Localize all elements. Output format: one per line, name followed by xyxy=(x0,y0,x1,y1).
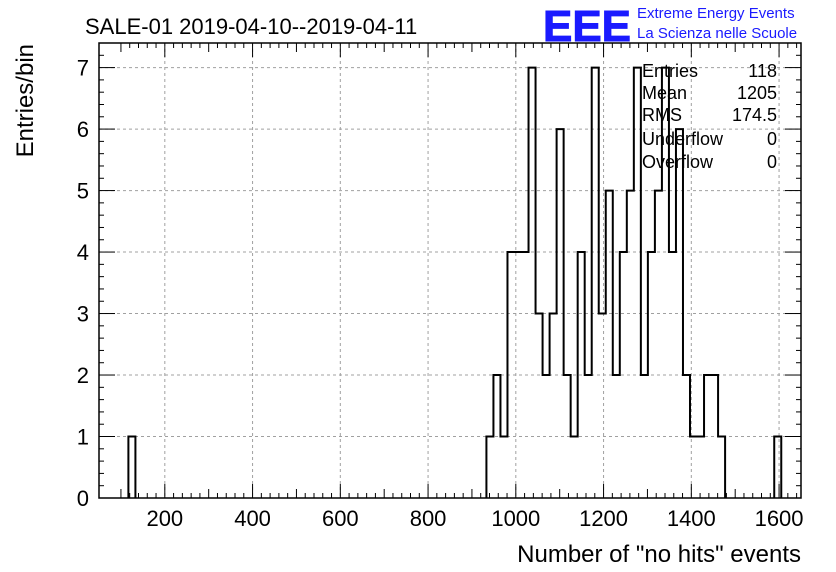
stats-mean-value: 1205 xyxy=(737,83,777,103)
stats-mean-label: Mean xyxy=(642,83,687,103)
x-tick-label: 1400 xyxy=(667,506,716,531)
histogram-bar xyxy=(500,437,507,498)
histogram-bar xyxy=(571,437,578,498)
stats-rms-label: RMS xyxy=(642,105,682,125)
plot-frame xyxy=(98,42,802,499)
histogram-bar xyxy=(599,314,606,498)
stats-rms-value: 174.5 xyxy=(732,105,777,125)
histogram-bar xyxy=(606,191,613,498)
logo-line-1: Extreme Energy Events xyxy=(637,5,795,22)
x-tick-label: 600 xyxy=(322,506,359,531)
y-tick-label: 1 xyxy=(77,425,89,450)
y-tick-label: 6 xyxy=(77,117,89,142)
y-axis-label: Entries/bin xyxy=(12,44,39,157)
x-tick-label: 1000 xyxy=(491,506,540,531)
histogram-bar xyxy=(634,68,641,498)
histogram-bar xyxy=(529,68,536,498)
stats-underflow-label: Underflow xyxy=(642,129,724,149)
tick-labels: 200 400 600 800 1000 1200 1400 1600 0 1 2 3 4 5 6 7 xyxy=(77,56,804,531)
grid xyxy=(99,43,801,498)
x-tick-label: 1200 xyxy=(579,506,628,531)
histogram-bar xyxy=(627,191,634,498)
y-tick-label: 5 xyxy=(77,179,89,204)
stats-entries-value: 118 xyxy=(748,61,777,81)
x-axis-label: Number of "no hits" events xyxy=(517,541,801,568)
chart-title: SALE-01 2019-04-10--2019-04-11 xyxy=(85,14,417,39)
histogram-outline xyxy=(127,66,783,498)
x-tick-label: 800 xyxy=(410,506,447,531)
eee-logo: EEE Extreme Energy Events La Scienza nel… xyxy=(543,2,798,52)
logo-line-2: La Scienza nelle Scuole xyxy=(637,25,797,42)
x-tick-label: 1600 xyxy=(755,506,804,531)
stats-overflow-label: Overflow xyxy=(642,152,714,172)
stats-entries-label: Entries xyxy=(642,61,698,81)
y-tick-label: 4 xyxy=(77,240,89,265)
stats-box: Entries 118 Mean 1205 RMS 174.5 Underflo… xyxy=(642,61,777,172)
y-tick-label: 2 xyxy=(77,363,89,388)
axis-ticks xyxy=(99,42,801,499)
y-tick-label: 7 xyxy=(77,56,89,81)
y-tick-label: 0 xyxy=(77,486,89,511)
histogram-bar xyxy=(128,437,135,498)
stats-underflow-value: 0 xyxy=(767,129,777,149)
stats-overflow-value: 0 xyxy=(767,152,777,172)
histogram-bar xyxy=(655,191,662,498)
x-tick-label: 200 xyxy=(146,506,183,531)
x-tick-label: 400 xyxy=(234,506,271,531)
histogram-bar xyxy=(774,437,781,498)
histogram-bar xyxy=(536,314,543,498)
y-tick-label: 3 xyxy=(77,302,89,327)
histogram-bar xyxy=(718,437,725,498)
histogram-bar xyxy=(697,437,704,498)
histogram-bar xyxy=(592,68,599,498)
histogram-bar xyxy=(550,314,557,498)
histogram-bar xyxy=(486,437,493,498)
